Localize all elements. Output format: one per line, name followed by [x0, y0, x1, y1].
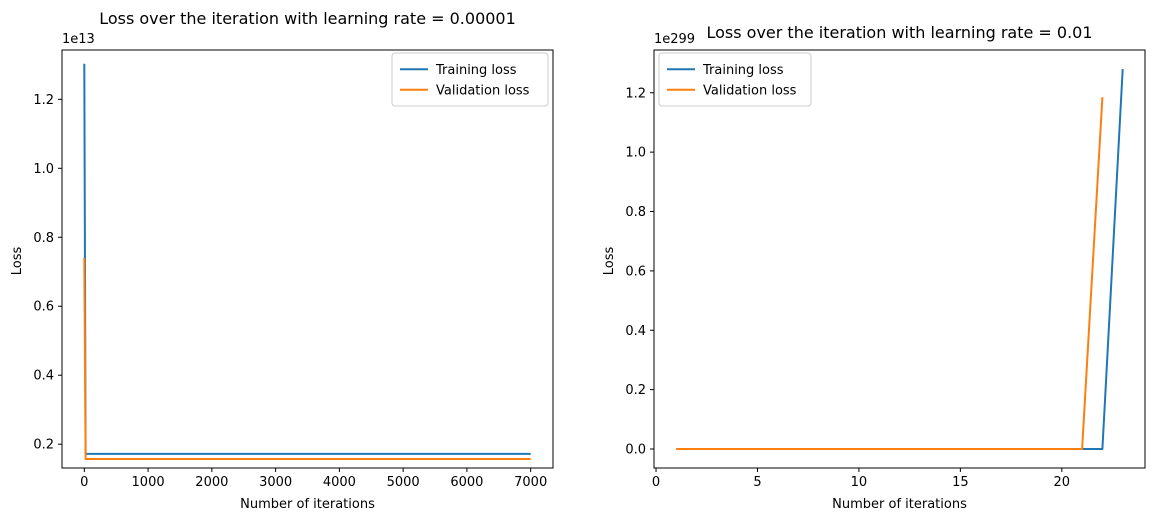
left-chart-ylabel: Loss: [10, 247, 25, 276]
left-chart-ticks: 0 1000 2000 3000 4000 5000 6000 7000 0.2 0.4 0.6 0.…: [33, 93, 547, 490]
right-chart: Loss over the iteration with learning ra…: [602, 23, 1146, 512]
x-tick-label: 1000: [132, 475, 165, 490]
right-chart-ylabel: Loss: [602, 247, 617, 276]
legend-box: [391, 52, 549, 107]
left-chart-frame: [61, 49, 554, 469]
left-chart-xlabel: Number of iterations: [240, 497, 375, 512]
y-tick-label: 0.8: [33, 231, 54, 246]
left-chart-legend: Training loss Validation loss: [391, 52, 549, 107]
y-tick-label: 1.2: [625, 86, 646, 101]
y-tick-label: 1.2: [33, 93, 54, 108]
left-chart: Loss over the iteration with learning ra…: [10, 9, 554, 512]
legend-label: Training loss: [702, 63, 784, 78]
x-tick-label: 4000: [323, 475, 356, 490]
y-tick-label: 0.6: [625, 264, 646, 279]
x-tick-label: 7000: [514, 475, 547, 490]
series-line: [676, 97, 1104, 450]
right-chart-ticks: 0 5 10 15 20 0.0 0.2 0.4 0.6 0.8 1.0 1.2: [625, 86, 1070, 490]
right-chart-lines: [676, 68, 1124, 450]
legend-label: Training loss: [435, 63, 517, 78]
series-line: [83, 257, 531, 460]
y-tick-label: 0.0: [625, 443, 646, 458]
x-tick-label: 5000: [387, 475, 420, 490]
y-tick-label: 0.2: [33, 438, 54, 453]
legend-label: Validation loss: [703, 83, 797, 98]
left-chart-lines: [83, 63, 531, 460]
x-tick-label: 3000: [259, 475, 292, 490]
left-chart-title: Loss over the iteration with learning ra…: [99, 9, 516, 28]
right-chart-title: Loss over the iteration with learning ra…: [706, 23, 1092, 42]
left-chart-offset-label: 1e13: [62, 32, 95, 47]
y-tick-label: 1.0: [625, 146, 646, 161]
y-tick-label: 0.4: [625, 324, 646, 339]
x-tick-label: 0: [652, 475, 660, 490]
x-tick-label: 6000: [450, 475, 483, 490]
y-tick-label: 0.4: [33, 369, 54, 384]
x-tick-label: 10: [851, 475, 868, 490]
x-tick-label: 0: [80, 475, 88, 490]
right-chart-legend: Training loss Validation loss: [658, 52, 812, 107]
legend-box: [658, 52, 812, 107]
x-tick-label: 5: [753, 475, 761, 490]
right-chart-xlabel: Number of iterations: [832, 497, 967, 512]
y-tick-label: 0.2: [625, 383, 646, 398]
x-tick-label: 2000: [195, 475, 228, 490]
right-chart-frame: [653, 49, 1146, 469]
legend-label: Validation loss: [436, 83, 530, 98]
y-tick-label: 0.6: [33, 300, 54, 315]
x-tick-label: 15: [952, 475, 969, 490]
right-chart-offset-label: 1e299: [654, 32, 695, 47]
y-tick-label: 1.0: [33, 162, 54, 177]
x-tick-label: 20: [1054, 475, 1071, 490]
y-tick-label: 0.8: [625, 205, 646, 220]
